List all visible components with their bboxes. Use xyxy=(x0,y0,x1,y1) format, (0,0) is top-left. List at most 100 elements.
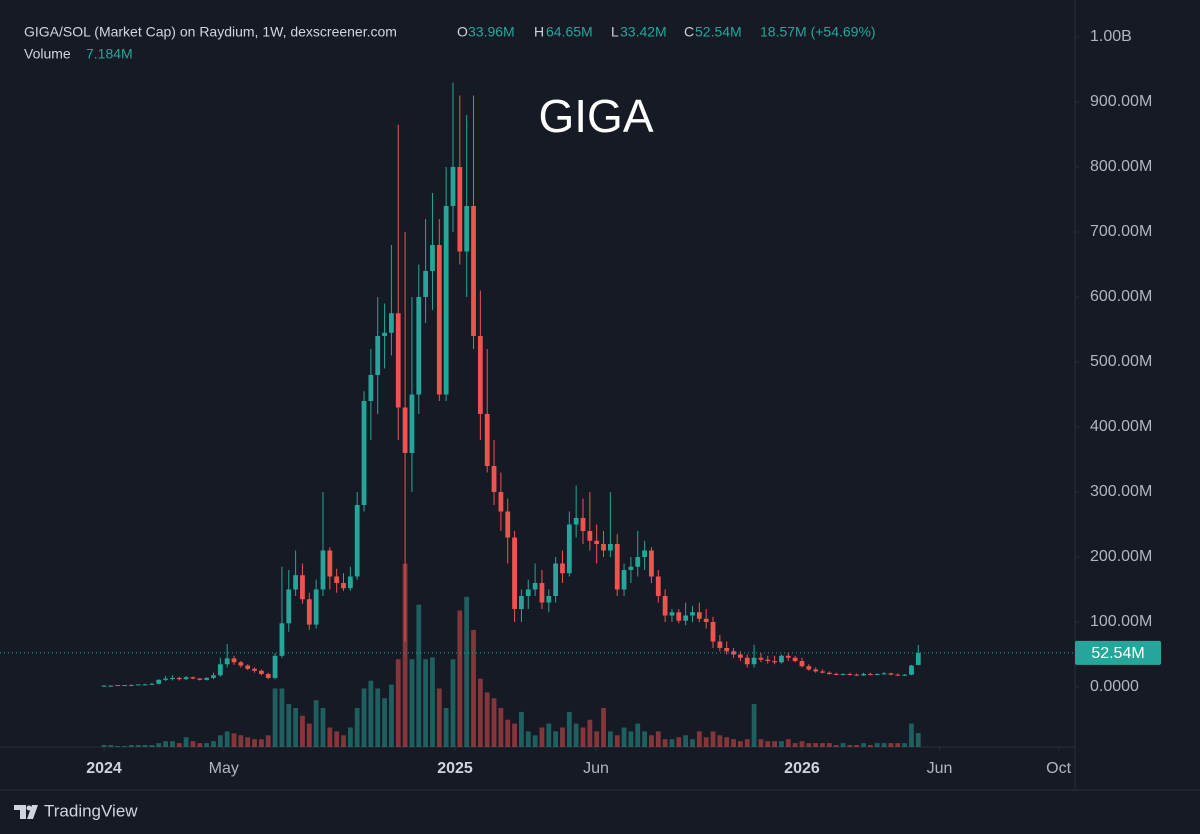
x-tick-label: 2026 xyxy=(784,760,820,777)
candle-body xyxy=(628,566,634,571)
candle-body xyxy=(820,671,825,673)
candle-body xyxy=(601,543,606,551)
volume-bar xyxy=(580,727,586,747)
volume-bar xyxy=(238,735,244,747)
volume-bar xyxy=(881,743,887,747)
y-tick-label: 700.00M xyxy=(1090,223,1152,240)
candle-body xyxy=(115,685,121,687)
volume-bar xyxy=(587,719,593,747)
volume-bar xyxy=(430,657,435,747)
volume-bar xyxy=(320,707,326,747)
volume-bar xyxy=(642,731,647,747)
candle-body xyxy=(607,543,613,551)
volume-bar xyxy=(737,741,743,747)
volume-bar xyxy=(115,746,121,747)
volume-bar xyxy=(676,737,682,747)
volume-bar xyxy=(395,659,401,747)
candle-body xyxy=(655,576,661,597)
volume-bar xyxy=(498,707,504,747)
candle-body xyxy=(854,674,860,676)
volume-bar xyxy=(690,739,695,747)
ohlc-value: 33.96M xyxy=(468,24,515,40)
y-tick-label: 400.00M xyxy=(1090,418,1152,435)
candle-body xyxy=(881,673,887,675)
volume-bar xyxy=(156,743,162,747)
candle-body xyxy=(389,313,394,333)
candle-body xyxy=(505,511,511,538)
candle-body xyxy=(450,166,456,206)
volume-bar xyxy=(820,743,825,747)
candle-body xyxy=(293,575,299,590)
volume-bar xyxy=(813,743,819,747)
ohlc-value: 64.65M xyxy=(546,24,593,40)
volume-bar xyxy=(902,743,908,747)
ohlc-key: L xyxy=(611,24,619,40)
candle-body xyxy=(224,658,230,665)
volume-bar xyxy=(532,735,538,747)
ohlc-key: O xyxy=(457,24,468,40)
x-tick-label: May xyxy=(209,760,239,777)
volume-bar xyxy=(861,743,866,747)
candle-body xyxy=(560,563,565,574)
candle-body xyxy=(902,674,908,676)
volume-key: Volume xyxy=(24,46,71,62)
y-tick-label: 600.00M xyxy=(1090,288,1152,305)
candle-body xyxy=(566,524,572,574)
volume-bar xyxy=(779,741,784,747)
plot xyxy=(101,82,921,747)
candle-body xyxy=(594,540,600,544)
volume-bar xyxy=(231,733,237,747)
volume-bar xyxy=(300,715,305,747)
volume-bar xyxy=(696,731,702,747)
candle-body xyxy=(724,648,730,652)
candle-body xyxy=(642,550,647,557)
candle-body xyxy=(539,583,545,603)
candle-body xyxy=(703,618,709,623)
volume-bar xyxy=(621,727,627,747)
volume-bar xyxy=(416,604,422,747)
x-tick-label: 2025 xyxy=(437,760,473,777)
volume-bar xyxy=(909,723,914,747)
volume-bar xyxy=(108,745,114,747)
candle-body xyxy=(614,543,620,590)
volume-bar xyxy=(258,739,264,747)
volume-bar xyxy=(163,741,168,747)
volume-bar xyxy=(724,737,730,747)
candle-body xyxy=(382,332,387,336)
ohlc-key: H xyxy=(534,24,544,40)
candle-body xyxy=(833,674,839,676)
volume-bar xyxy=(341,735,346,747)
volume-bar xyxy=(245,737,251,747)
candle-body xyxy=(156,679,162,684)
tradingview-logo xyxy=(14,805,38,819)
y-tick-label: 800.00M xyxy=(1090,158,1152,175)
volume-bar xyxy=(101,745,107,747)
volume-bar xyxy=(382,698,387,747)
volume-bar xyxy=(197,743,203,747)
candle-body xyxy=(149,683,155,685)
candle-body xyxy=(190,677,196,679)
volume-bar xyxy=(368,680,374,747)
y-tick-label: 500.00M xyxy=(1090,353,1152,370)
candle-body xyxy=(649,550,654,577)
candle-body xyxy=(765,659,771,662)
volume-bar xyxy=(423,659,429,747)
candle-body xyxy=(217,664,223,676)
volume-bar xyxy=(854,745,860,747)
volume-bar xyxy=(443,707,449,747)
candle-body xyxy=(717,641,723,649)
volume-bar xyxy=(347,727,353,747)
volume-bar xyxy=(224,731,230,747)
candle-body xyxy=(484,413,490,466)
volume-bar xyxy=(484,692,490,747)
volume-bar xyxy=(614,735,620,747)
candle-body xyxy=(621,570,627,590)
y-tick-label: 200.00M xyxy=(1090,548,1152,565)
candle-body xyxy=(464,205,470,252)
candle-body xyxy=(252,668,257,671)
volume-bar xyxy=(334,731,340,747)
volume-bar xyxy=(888,743,894,747)
candle-body xyxy=(806,666,812,670)
volume-bar xyxy=(389,684,394,747)
